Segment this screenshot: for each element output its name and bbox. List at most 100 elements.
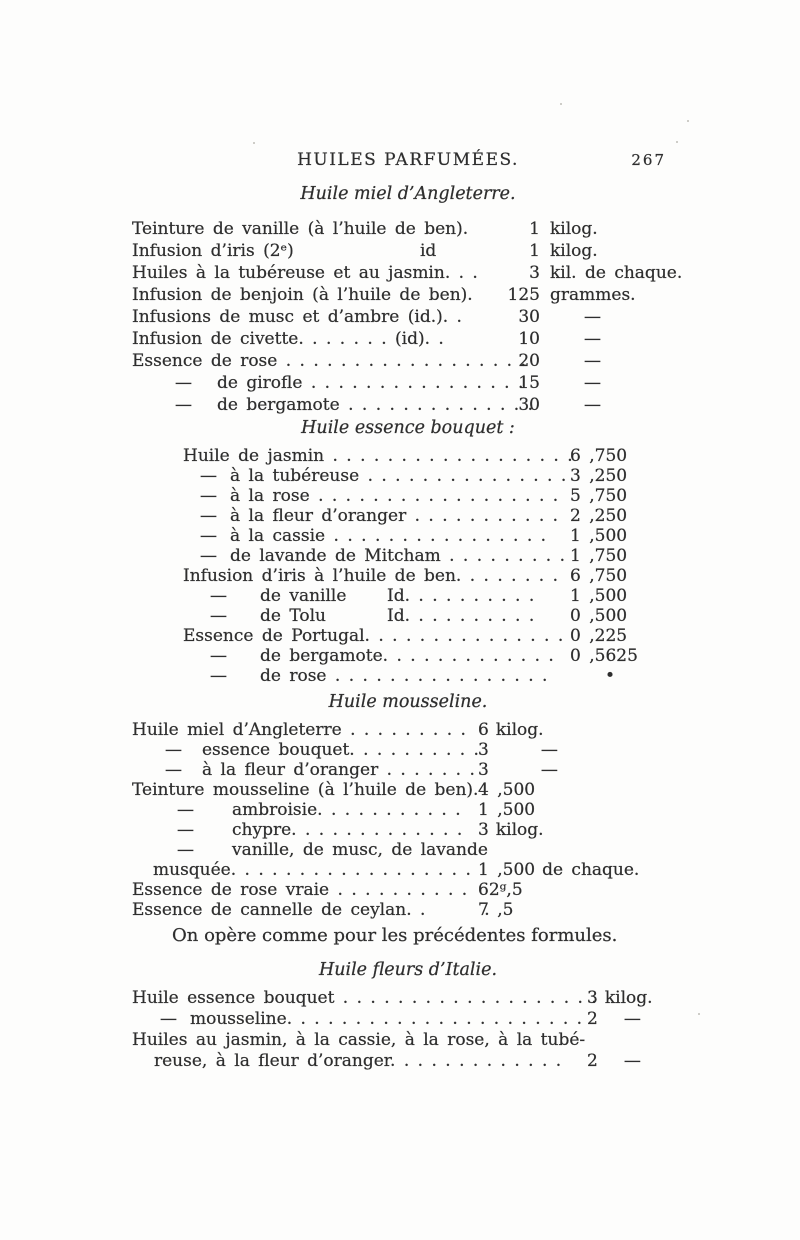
recipe-row: Infusion de benjoin (à l’huile de ben). 1… <box>132 284 684 306</box>
scan-speck <box>698 1013 700 1015</box>
quantity-value: 5 ,750 <box>570 486 628 506</box>
ingredient-label: Infusion d’iris à l’huile de ben. . . . … <box>183 566 558 586</box>
ingredient-label: Teinture de vanille (à l’huile de ben). <box>132 219 469 239</box>
recipe-row: — chypre. . . . . . . . . . . . . 3 kilog. <box>132 820 684 840</box>
ditto-dash-mark: — <box>210 606 227 626</box>
quantity-value: 3 kilog. <box>587 988 653 1008</box>
quantity-unit: — <box>584 351 601 371</box>
quantity-value: 30 <box>518 395 540 415</box>
recipe-sections: Huile miel d’Angleterre. Teinture de vani… <box>132 184 684 1072</box>
section-rows: Huile de jasmin . . . . . . . . . . . . … <box>132 446 684 686</box>
ditto-id-mark: Id. . . . . . . . . . <box>387 586 535 606</box>
ingredient-label: ambroisie. . . . . . . . . . . <box>232 800 461 820</box>
recipe-row: — ambroisie. . . . . . . . . . . 1 ,500 <box>132 800 684 820</box>
ingredient-label: Teinture mousseline (à l’huile de ben). <box>132 780 479 800</box>
recipe-row: — de girofle . . . . . . . . . . . . . . … <box>132 372 684 394</box>
ditto-dash-mark: — <box>160 1009 177 1029</box>
ditto-id-mark: id <box>420 241 437 261</box>
section-rows: Huile essence bouquet . . . . . . . . . … <box>132 988 684 1072</box>
ditto-dash-mark: — <box>210 586 227 606</box>
ingredient-label: vanille, de musc, de lavande <box>232 840 488 860</box>
quantity-value: 3— <box>478 760 558 780</box>
quantity-value: 1 ,500 <box>570 526 628 546</box>
ingredient-label: Essence de rose vraie . . . . . . . . . … <box>132 880 468 900</box>
recipe-row: — de vanille Id. . . . . . . . . . 1 ,500 <box>132 586 684 606</box>
recipe-row: — de bergamote . . . . . . . . . . . . . … <box>132 394 684 416</box>
ingredient-label: Huiles à la tubéreuse et au jasmin. . . <box>132 263 478 283</box>
quantity-value: 125 <box>507 285 540 305</box>
quantity-value: 3— <box>478 740 558 760</box>
recipe-row: Infusions de musc et d’ambre (id.). . 30 — <box>132 306 684 328</box>
ingredient-label: essence bouquet. . . . . . . . . . <box>202 740 479 760</box>
ingredient-label: chypre. . . . . . . . . . . . . <box>232 820 463 840</box>
recipe-row: Huile essence bouquet . . . . . . . . . … <box>132 988 684 1009</box>
recipe-row: Infusion de civette. . . . . . . (id). .… <box>132 328 684 350</box>
scan-speck <box>253 142 255 144</box>
recipe-row: — de bergamote. . . . . . . . . . . . . 0 … <box>132 646 684 666</box>
quantity-unit: kilog. <box>604 988 653 1008</box>
quantity-value: 30 <box>518 307 540 327</box>
quantity-unit: kilog. <box>495 720 544 740</box>
ingredient-label: Huiles au jasmin, à la cassie, à la rose… <box>132 1030 586 1050</box>
ingredient-label: de bergamote . . . . . . . . . . . . . . <box>217 395 533 415</box>
recipe-row: — à la fleur d’oranger . . . . . . . . . … <box>132 506 684 526</box>
scan-speck <box>560 103 562 105</box>
quantity-value: 4 ,500 <box>478 780 536 800</box>
ditto-dash-mark: — <box>210 646 227 666</box>
page-content: HUILES PARFUMÉES. 267 Huile miel d’Angle… <box>132 150 684 1072</box>
quantity-value: 2— <box>587 1051 641 1071</box>
quantity-value: 15 <box>518 373 540 393</box>
ditto-dash-mark: — <box>165 740 182 760</box>
section-title: Huile mousseline. <box>328 692 488 712</box>
quantity-unit: de chaque. <box>542 860 640 880</box>
ditto-dash-mark: — <box>175 395 192 415</box>
recipe-row: — à la fleur d’oranger . . . . . . . 3— <box>132 760 684 780</box>
quantity-value: 7 ,5 <box>478 900 514 920</box>
quantity-unit: — <box>584 373 601 393</box>
recipe-section-s3: Huile mousseline. Huile miel d’Angleterre… <box>132 692 684 946</box>
ditto-dash-mark: — <box>177 820 194 840</box>
quantity-unit: — <box>540 760 558 780</box>
ingredient-label: de rose . . . . . . . . . . . . . . . . <box>260 666 548 686</box>
ingredient-label: Essence de cannelle de ceylan. . . <box>132 900 490 920</box>
recipe-row: Essence de rose . . . . . . . . . . . . … <box>132 350 684 372</box>
ingredient-label: Infusion d’iris (2ᵉ) <box>132 241 294 261</box>
ingredient-label: musquée. . . . . . . . . . . . . . . . .… <box>153 860 471 880</box>
quantity-value: 1 <box>529 241 540 261</box>
ingredient-label: à la rose . . . . . . . . . . . . . . . … <box>230 486 559 506</box>
quantity-value: 3 ,250 <box>570 466 628 486</box>
recipe-section-s4: Huile fleurs d’Italie. Huile essence bouq… <box>132 960 684 1072</box>
ditto-id-mark: Id. . . . . . . . . . <box>387 606 535 626</box>
quantity-value: 0 ,5625 <box>570 646 638 666</box>
recipe-row: reuse, à la fleur d’oranger. . . . . . .… <box>132 1051 684 1072</box>
recipe-row: — de Tolu Id. . . . . . . . . . 0 ,500 <box>132 606 684 626</box>
ditto-dash-mark: — <box>210 666 227 686</box>
recipe-row: Essence de rose vraie . . . . . . . . . … <box>132 880 684 900</box>
ditto-dash-mark: — <box>200 486 217 506</box>
quantity-unit: grammes. <box>550 285 636 305</box>
quantity-value: 6 kilog. <box>478 720 544 740</box>
recipe-section-s1: Huile miel d’Angleterre. Teinture de vani… <box>132 184 684 416</box>
section-title: Huile fleurs d’Italie. <box>318 960 498 980</box>
quantity-value: 20 <box>518 351 540 371</box>
ingredient-label: reuse, à la fleur d’oranger. . . . . . .… <box>154 1051 562 1071</box>
ingredient-label: à la fleur d’oranger . . . . . . . . . .… <box>230 506 559 526</box>
recipe-row: Huiles à la tubéreuse et au jasmin. . . 3… <box>132 262 684 284</box>
ingredient-label: Essence de Portugal. . . . . . . . . . .… <box>183 626 564 646</box>
quantity-value: 2— <box>587 1009 641 1029</box>
ingredient-label: Huile essence bouquet . . . . . . . . . … <box>132 988 597 1008</box>
quantity-value: 62ᵍ,5 <box>478 880 523 900</box>
ditto-dash-mark: — <box>200 506 217 526</box>
ingredient-label: Huile miel d’Angleterre . . . . . . . . … <box>132 720 466 740</box>
recipe-row: Huile de jasmin . . . . . . . . . . . . … <box>132 446 684 466</box>
recipe-row: Essence de cannelle de ceylan. . .7 ,5 <box>132 900 684 920</box>
recipe-row: Huile miel d’Angleterre . . . . . . . . … <box>132 720 684 740</box>
quantity-unit: kilog. <box>550 219 598 239</box>
quantity-value: 6 ,750 <box>570 446 628 466</box>
ingredient-label: Huile de jasmin . . . . . . . . . . . . … <box>183 446 573 466</box>
quantity-unit: — <box>623 1009 641 1029</box>
recipe-row: — à la tubéreuse . . . . . . . . . . . . … <box>132 466 684 486</box>
ingredient-label: de lavande de Mitcham . . . . . . . . . <box>230 546 565 566</box>
quantity-unit: kilog. <box>550 241 598 261</box>
ingredient-label: de girofle . . . . . . . . . . . . . . .… <box>217 373 524 393</box>
